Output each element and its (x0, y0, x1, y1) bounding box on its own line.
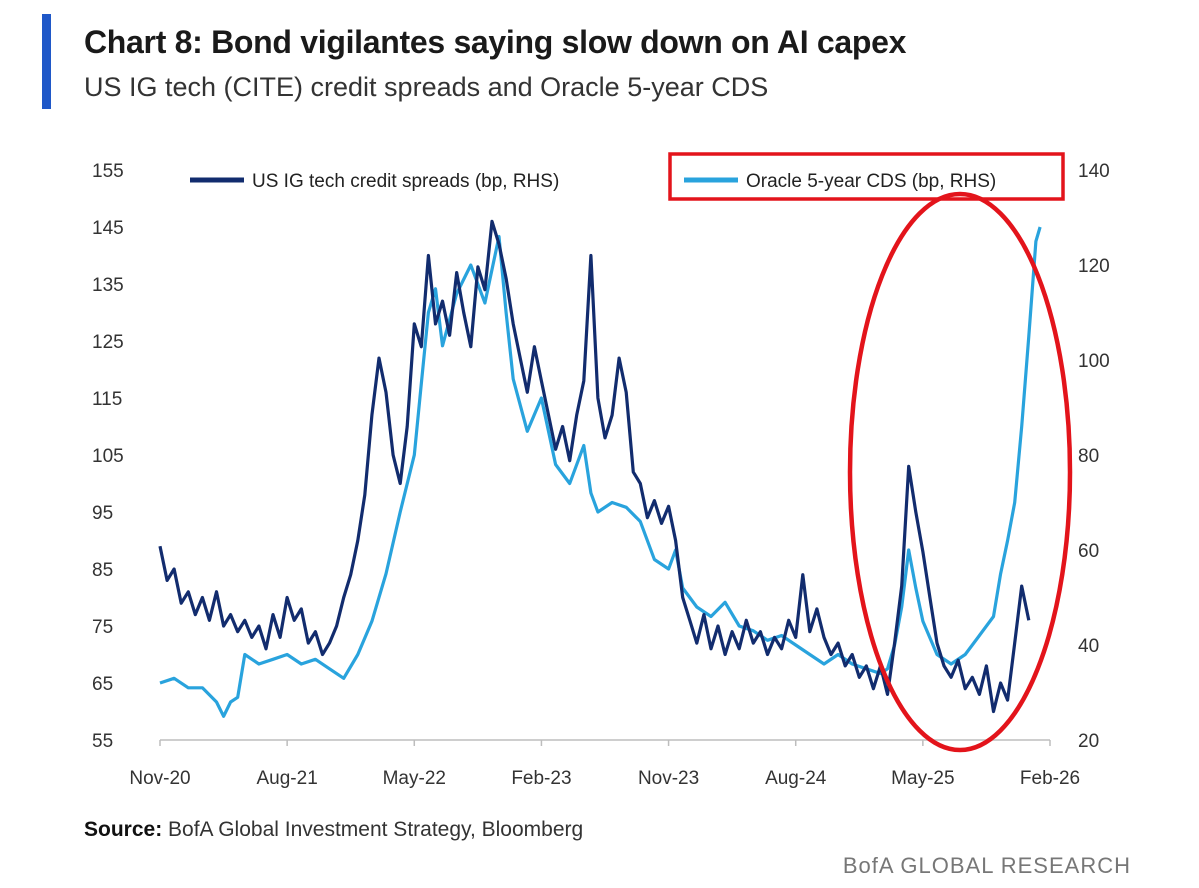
y-left-tick-label: 85 (92, 560, 113, 581)
y-axis-left: 55 65 75 85 95 105 115 125 135 145 155 (92, 161, 124, 752)
series-line-oracle-cds (159, 226, 1042, 718)
x-tick-label: May-25 (891, 768, 954, 789)
x-axis: Nov-20 Aug-21 May-22 Feb-23 Nov-23 Aug-24 May-… (129, 739, 1080, 789)
brand-watermark: BofA GLOBAL RESEARCH (842, 853, 1131, 878)
y-right-tick-label: 40 (1078, 636, 1099, 657)
source-label: Source: (84, 818, 163, 841)
y-right-tick-label: 80 (1078, 446, 1099, 467)
y-right-tick-label: 60 (1078, 541, 1099, 562)
series-line-us-ig-tech (158, 219, 1031, 714)
y-left-tick-label: 95 (92, 503, 113, 524)
x-tick-label: Feb-23 (511, 768, 571, 789)
source-note: Source: BofA Global Investment Strategy,… (84, 818, 583, 842)
legend-label-us-ig-tech: US IG tech credit spreads (bp, RHS) (252, 171, 559, 192)
y-left-tick-label: 125 (92, 332, 124, 353)
y-left-tick-label: 115 (92, 389, 122, 410)
x-tick-label: Aug-21 (257, 768, 318, 789)
y-right-tick-label: 20 (1078, 731, 1099, 752)
y-left-tick-label: 65 (92, 674, 113, 695)
x-tick-label: May-22 (383, 768, 446, 789)
series-layer (158, 219, 1042, 718)
y-right-tick-label: 100 (1078, 351, 1110, 372)
title-accent-bar (42, 14, 51, 109)
x-tick-label: Feb-26 (1020, 768, 1080, 789)
y-left-tick-label: 145 (92, 218, 124, 239)
x-tick-label: Aug-24 (765, 768, 827, 789)
y-left-tick-label: 55 (92, 731, 113, 752)
x-tick-label: Nov-20 (129, 768, 190, 789)
x-tick-label: Nov-23 (638, 768, 699, 789)
legend-highlight-box (668, 152, 1065, 201)
y-right-tick-label: 120 (1078, 256, 1110, 277)
y-left-tick-label: 135 (92, 275, 124, 296)
y-left-tick-label: 155 (92, 161, 124, 182)
source-text: BofA Global Investment Strategy, Bloombe… (162, 818, 584, 841)
y-right-tick-label: 140 (1078, 161, 1110, 182)
y-left-tick-label: 105 (92, 446, 124, 467)
y-left-tick-label: 75 (92, 617, 113, 638)
legend: US IG tech credit spreads (bp, RHS) Orac… (190, 152, 1065, 201)
highlight-ellipse (847, 191, 1073, 753)
chart-subtitle: US IG tech (CITE) credit spreads and Ora… (84, 72, 769, 102)
chart-title: Chart 8: Bond vigilantes saying slow dow… (84, 24, 907, 60)
legend-label-oracle-cds: Oracle 5-year CDS (bp, RHS) (746, 171, 996, 192)
y-axis-right: 20 40 60 80 100 120 140 (1078, 161, 1110, 752)
